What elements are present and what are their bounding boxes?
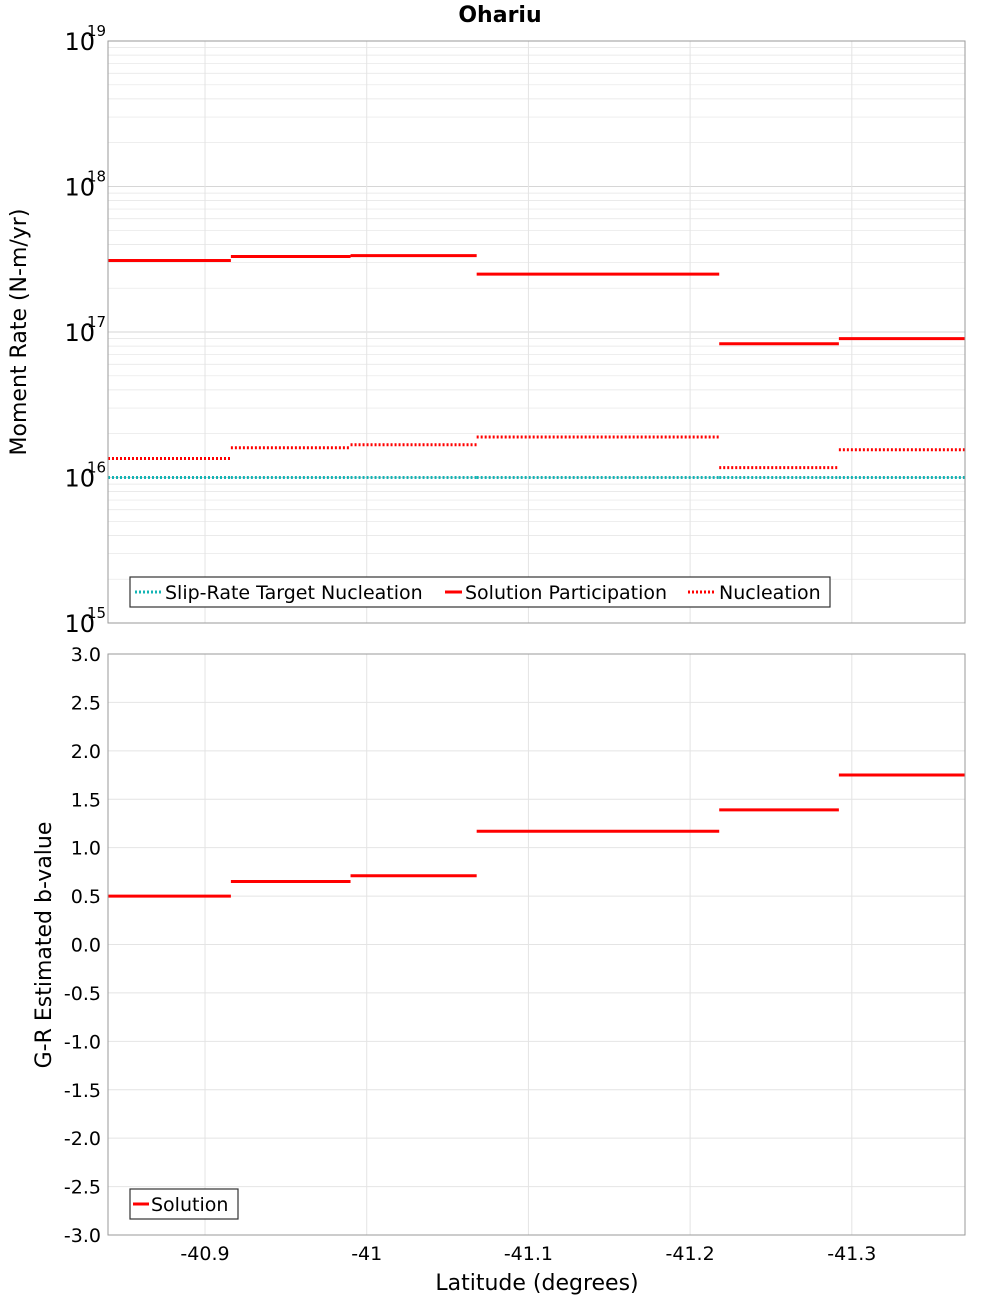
y-tick-exponent: 17	[87, 313, 106, 331]
bottom-plot-frame	[107, 653, 966, 1236]
legend-label-target: Slip-Rate Target Nucleation	[165, 582, 423, 604]
series-nucleation	[108, 435, 965, 470]
y-tick-exponent: 15	[87, 604, 106, 622]
y-tick-exponent: 18	[87, 168, 106, 186]
top-plot-grid	[108, 40, 965, 624]
series-solution	[108, 773, 965, 898]
y-tick-label: -3.0	[64, 1225, 101, 1247]
y-tick-label: -2.5	[64, 1177, 101, 1199]
legend-label-nucleation: Nucleation	[719, 582, 821, 604]
top-plot-y-label: Moment Rate (N-m/yr)	[7, 209, 32, 456]
y-tick-label: 2.5	[71, 692, 101, 714]
y-tick-label: 0.0	[71, 935, 101, 957]
y-tick-base: 10	[64, 174, 95, 202]
x-tick-label: -41.2	[666, 1243, 715, 1265]
bottom-plot-legend: Solution	[129, 1188, 239, 1220]
y-tick-base: 10	[64, 28, 95, 56]
x-tick-label: -40.9	[180, 1243, 229, 1265]
y-tick-label: 2.0	[71, 741, 101, 763]
y-tick-label: 1.0	[71, 838, 101, 860]
y-tick-label: -0.5	[64, 983, 101, 1005]
bottom-plot-series	[108, 773, 965, 898]
x-tick-label: -41.1	[504, 1243, 553, 1265]
y-tick-exponent: 16	[87, 459, 106, 477]
x-tick-label: -41	[351, 1243, 382, 1265]
y-tick-exponent: 19	[87, 22, 106, 40]
y-tick-base: 10	[64, 465, 95, 493]
top-plot-series	[108, 254, 965, 479]
chart-title: Ohariu	[458, 3, 541, 28]
y-tick-label: 3.0	[71, 644, 101, 666]
y-tick-base: 10	[64, 610, 95, 638]
bottom-plot-y-ticks: 3.0 2.5 2.0 1.5 1.0 0.5 0.0 -0.5 -1.0 -1.5 -2.0 -2.…	[64, 644, 101, 1247]
series-solution-participation	[108, 254, 965, 346]
y-tick-base: 10	[64, 319, 95, 347]
y-tick-label: -1.5	[64, 1080, 101, 1102]
x-axis-ticks: -40.9 -41 -41.1 -41.2 -41.3	[180, 1243, 876, 1265]
x-axis-label: Latitude (degrees)	[435, 1271, 638, 1296]
x-tick-label: -41.3	[827, 1243, 876, 1265]
y-tick-label: 0.5	[71, 886, 101, 908]
top-plot-legend: Slip-Rate Target Nucleation Solution Par…	[129, 576, 831, 608]
y-tick-label: -2.0	[64, 1128, 101, 1150]
legend-label-solution: Solution	[151, 1194, 228, 1216]
y-tick-label: -1.0	[64, 1031, 101, 1053]
legend-label-participation: Solution Participation	[465, 582, 667, 604]
y-tick-label: 1.5	[71, 789, 101, 811]
bottom-plot-y-label: G-R Estimated b-value	[32, 822, 57, 1069]
bottom-plot-grid	[108, 653, 965, 1236]
top-plot-frame	[107, 40, 966, 624]
